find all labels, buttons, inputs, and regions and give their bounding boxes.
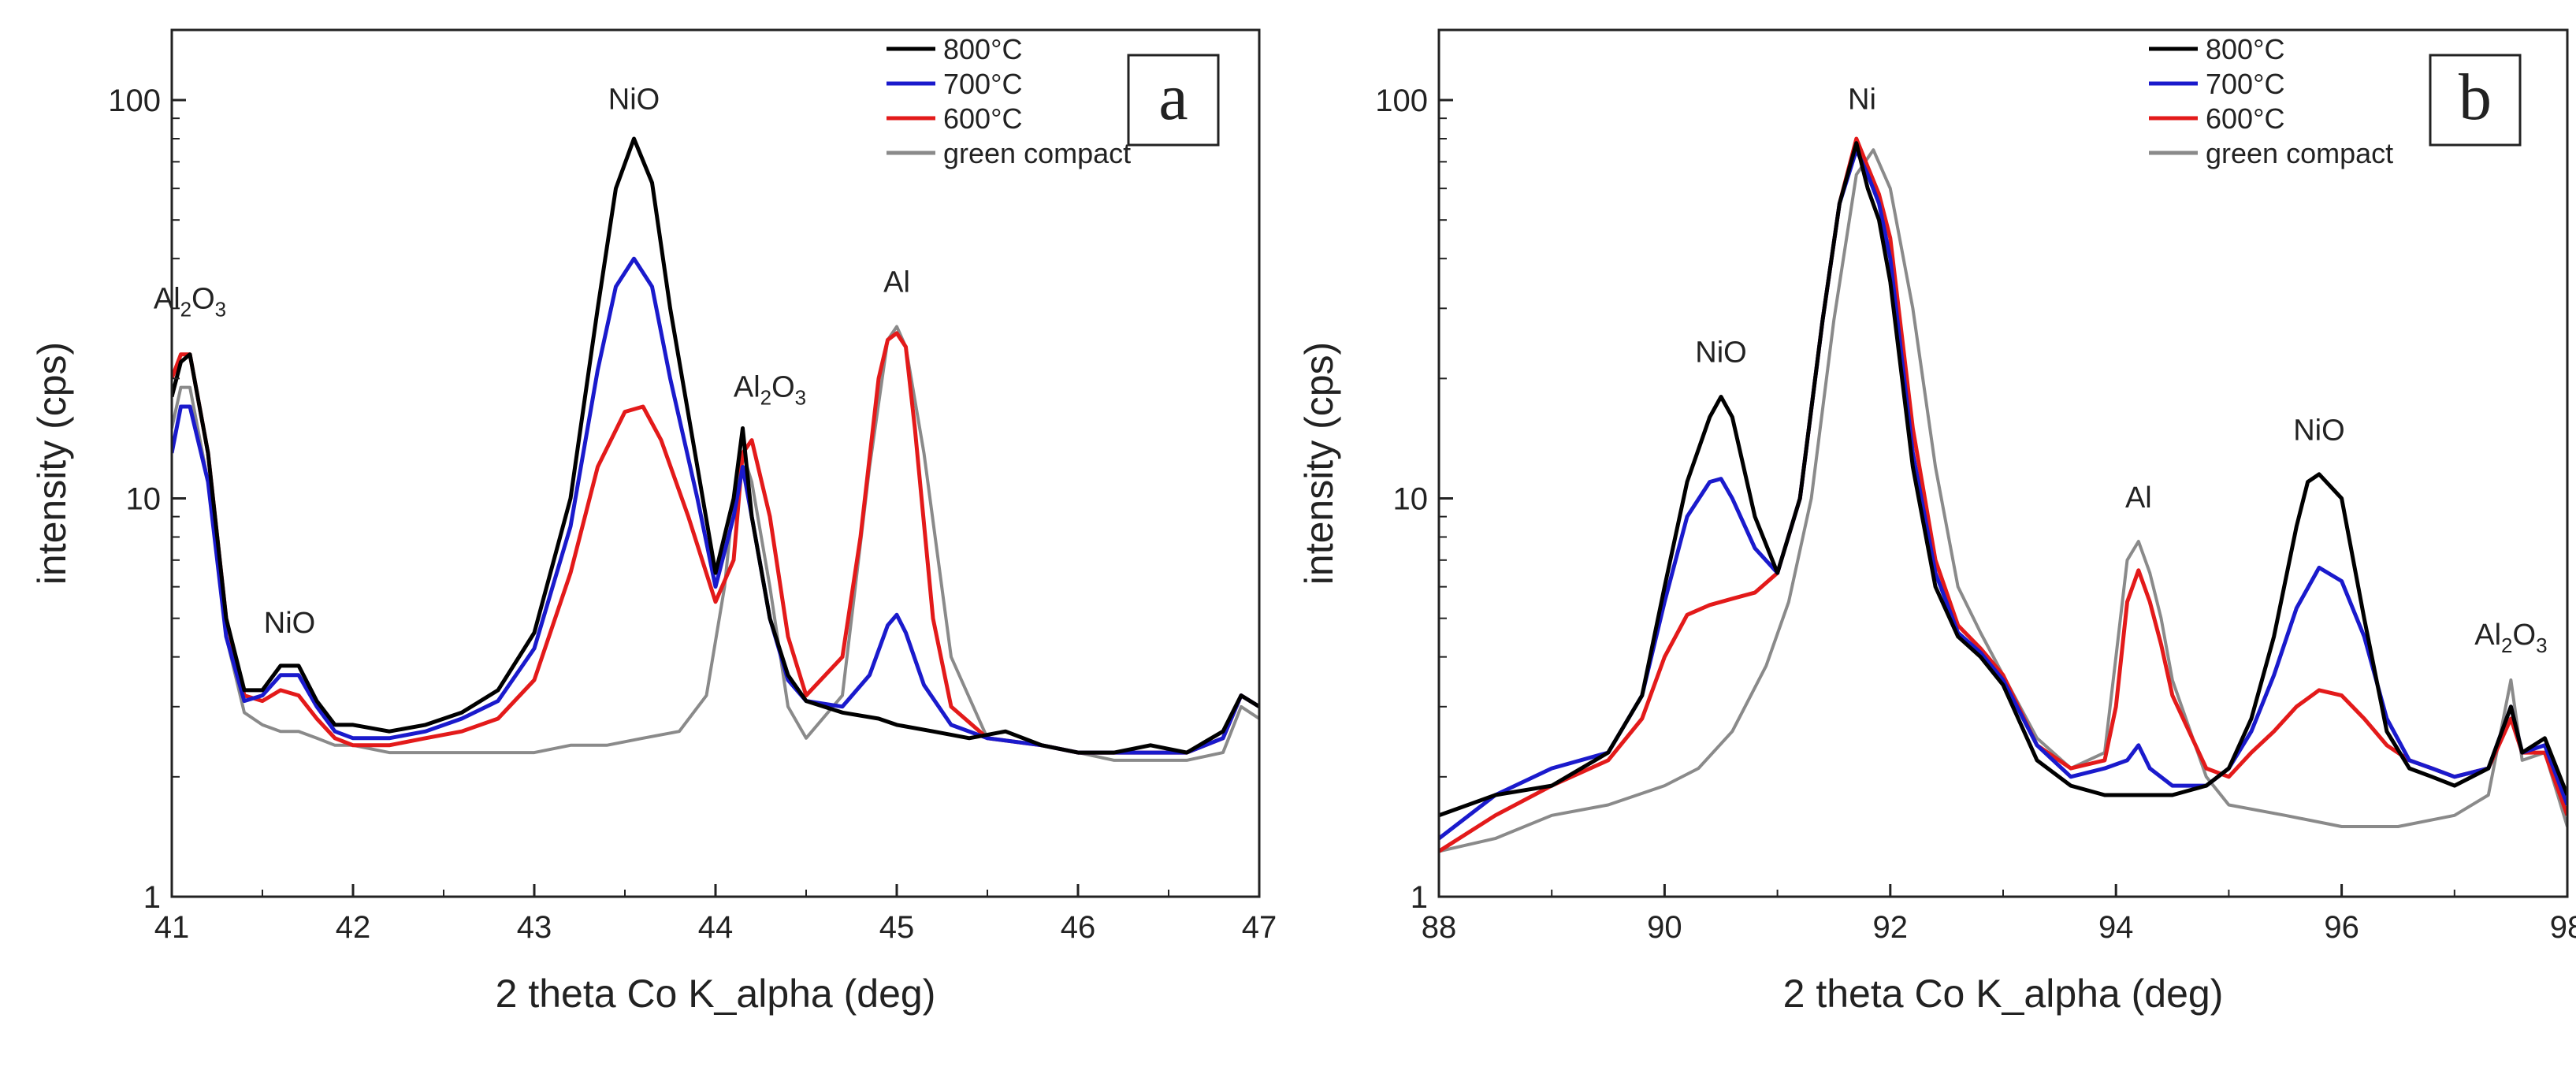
series-line-700-c [172, 256, 1259, 755]
y-tick-label: 100 [108, 84, 161, 118]
peak-label: Ni [1848, 83, 1876, 116]
peak-label-subscript: 3 [2536, 634, 2547, 657]
legend-label: green compact [2206, 137, 2393, 169]
panel-letter-box [1127, 54, 1220, 147]
series-group [1439, 136, 2567, 853]
legend-label: 600°C [2206, 102, 2284, 135]
legend-label: 700°C [943, 68, 1022, 100]
series-line-600-c [1439, 136, 2567, 853]
peak-label: Al [883, 266, 910, 299]
peak-label: Al2O3 [154, 282, 226, 321]
x-tick-label: 46 [1061, 910, 1096, 945]
peak-label-subscript: 3 [215, 297, 226, 321]
y-tick-label: 1 [143, 880, 161, 915]
peak-label-part: Al [2474, 619, 2501, 652]
panel-letter-box [2429, 54, 2522, 147]
peak-label: NiO [264, 607, 315, 640]
series-line-800-c [1439, 141, 2567, 818]
legend-label: green compact [943, 137, 1131, 169]
peak-label-part: O [2513, 619, 2537, 652]
peak-label: Al2O3 [2474, 619, 2547, 657]
series-group [172, 136, 1259, 762]
x-axis-label: 2 theta Co K_alpha (deg) [496, 972, 936, 1016]
y-tick-label: 10 [126, 482, 162, 517]
x-tick-label: 90 [1647, 910, 1682, 945]
plot-frame [1437, 28, 2569, 898]
panel-letter: a [1158, 61, 1188, 134]
series-line-800-c [172, 136, 1259, 755]
x-tick-label: 96 [2324, 910, 2359, 945]
x-tick-label: 44 [698, 910, 734, 945]
legend-label: 800°C [943, 33, 1022, 65]
legend-label: 800°C [2206, 33, 2284, 65]
x-tick-label: 92 [1873, 910, 1909, 945]
series-line-green-compact [1439, 148, 2567, 853]
peak-label-part: O [771, 370, 795, 403]
peak-label-subscript: 2 [760, 385, 771, 409]
series-line-700-c [1439, 147, 2567, 841]
x-tick-label: 47 [1242, 910, 1277, 945]
x-tick-label: 41 [154, 910, 190, 945]
chart-panel-b: 88 90 92 94 96 98 1 10 100 2 theta Co K_alpha (de… [1297, 28, 2576, 1016]
series-line-green-compact [172, 325, 1259, 762]
legend-label: 700°C [2206, 68, 2284, 100]
y-tick-label: 10 [1393, 482, 1429, 517]
peak-label-part: Al [734, 370, 760, 403]
x-tick-label: 45 [879, 910, 915, 945]
x-tick-label: 43 [517, 910, 552, 945]
peak-label-subscript: 2 [2501, 634, 2512, 657]
y-tick-label: 1 [1411, 880, 1428, 915]
peak-label: NiO [2293, 414, 2344, 448]
chart-panel-a: 41 42 43 44 45 46 47 1 10 100 2 theta Co K_alpha (… [30, 28, 1277, 1016]
peak-label: Al [2125, 481, 2152, 515]
peak-label: NiO [1695, 336, 1746, 369]
x-tick-label: 94 [2098, 910, 2134, 945]
y-axis-label: intensity (cps) [1297, 342, 1341, 585]
series-line-600-c [172, 331, 1259, 755]
peak-label: Al2O3 [734, 370, 806, 409]
x-axis-label: 2 theta Co K_alpha (deg) [1783, 972, 2224, 1016]
y-axis-label: intensity (cps) [30, 342, 74, 585]
peak-label: NiO [608, 83, 660, 116]
peak-label-subscript: 3 [795, 385, 806, 409]
x-tick-label: 42 [336, 910, 371, 945]
peak-label-subscript: 2 [180, 297, 191, 321]
peak-label-part: O [191, 282, 215, 315]
x-tick-label: 88 [1422, 910, 1457, 945]
peak-label-part: Al [154, 282, 180, 315]
legend-label: 600°C [943, 102, 1022, 135]
x-tick-label: 98 [2550, 910, 2576, 945]
y-tick-label: 100 [1375, 84, 1428, 118]
panel-letter: b [2459, 61, 2492, 134]
